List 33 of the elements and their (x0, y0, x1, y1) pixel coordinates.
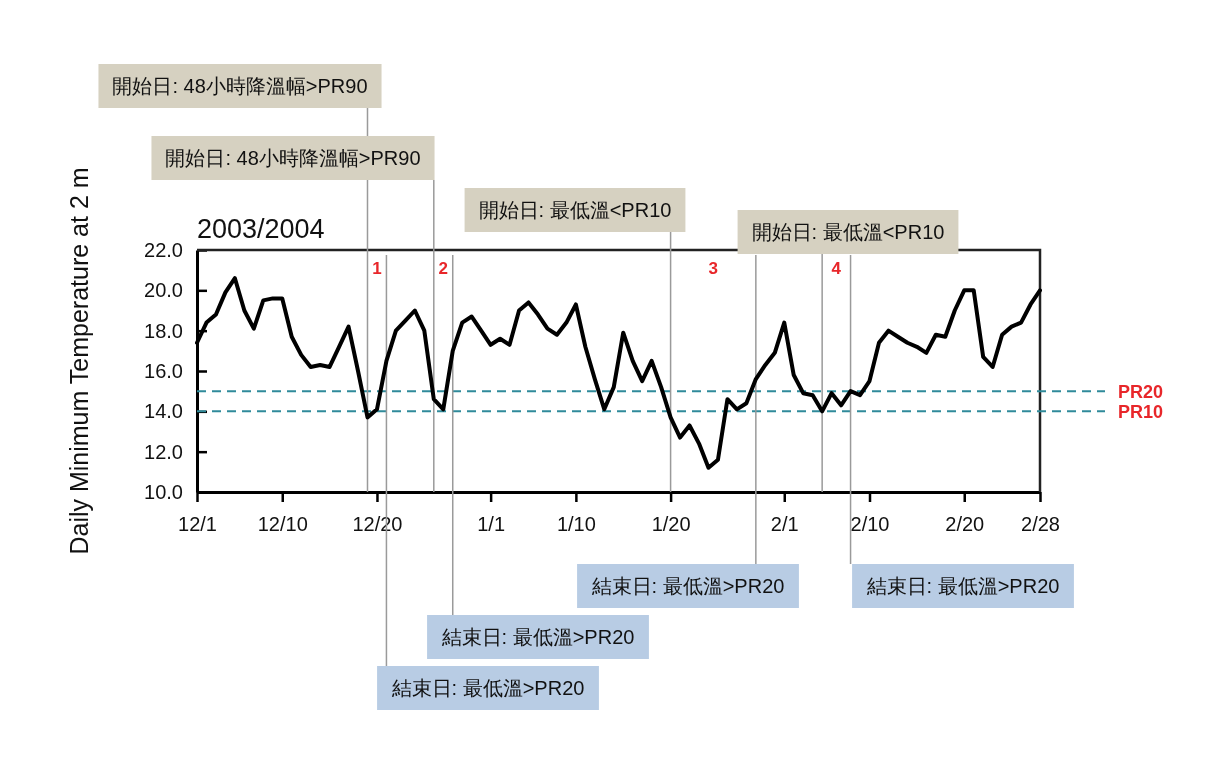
y-tick-label: 14.0 (144, 400, 183, 423)
annotation: 4 (831, 259, 842, 278)
y-tick-label: 10.0 (144, 480, 183, 503)
ref-line-label: 結束日: 最低溫>PR20 (865, 575, 1060, 597)
ref-line-label: 結束日: 最低溫>PR20 (440, 626, 635, 648)
x-tick-label: 1/20 (651, 513, 691, 535)
y-tick-label: 16.0 (144, 359, 183, 382)
ref-line-label: PR20 (1118, 382, 1164, 403)
ref-line-label: 開始日: 48小時降溫幅>PR90 (112, 75, 368, 97)
x-tick-label: 2/10 (850, 513, 890, 535)
x-tick-label: 2/1 (770, 513, 799, 535)
ref-line-label: 結束日: 最低溫>PR20 (590, 575, 785, 597)
y-tick-label: 18.0 (144, 319, 183, 342)
ref-line-label: 結束日: 最低溫>PR20 (390, 677, 585, 699)
x-tick-label: 2/28 (1021, 513, 1060, 535)
y-axis-title: Daily Minimum Temperature at 2 m (65, 167, 93, 555)
x-tick-label: 1/10 (556, 513, 596, 535)
x-tick-label: 12/1 (178, 513, 217, 535)
annotation: 1 (372, 259, 382, 278)
y-tick-label: 12.0 (144, 440, 183, 463)
y-tick-label: 22.0 (144, 238, 183, 261)
ref-line-label: 開始日: 48小時降溫幅>PR90 (165, 147, 421, 169)
annotation: 2 (438, 259, 448, 278)
y-tick-label: 20.0 (144, 279, 183, 302)
x-tick-label: 2/20 (945, 513, 985, 535)
x-tick-label: 12/20 (352, 513, 403, 535)
annotation: 3 (708, 259, 718, 278)
ref-line-label: 開始日: 最低溫<PR10 (751, 221, 945, 243)
ref-line-label: PR10 (1118, 402, 1164, 423)
ref-line-label: 開始日: 最低溫<PR10 (478, 199, 672, 221)
chart-title: 2003/2004 (197, 214, 325, 244)
x-tick-label: 12/10 (257, 513, 308, 535)
x-tick-label: 1/1 (477, 513, 506, 535)
